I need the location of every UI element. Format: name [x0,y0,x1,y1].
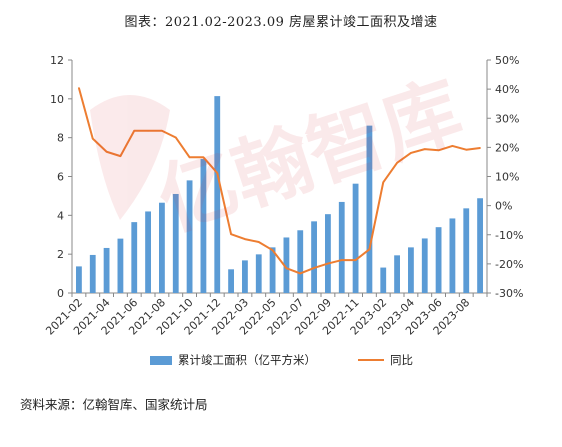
yoy-point [340,259,343,261]
bar [242,260,248,293]
right-tick-label: 0% [495,200,512,213]
yoy-point [161,129,163,132]
yoy-point [119,155,122,157]
bar [103,247,110,293]
bar [131,222,138,293]
bar [297,230,304,293]
bar [172,193,179,293]
bar [366,125,373,294]
right-tick-label: -10% [495,229,523,242]
chart-title: 图表：2021.02-2023.09 房屋累计竣工面积及增速 [124,15,438,30]
yoy-point [257,241,260,243]
bar [269,247,276,293]
yoy-point [285,267,288,270]
yoy-point [244,238,246,240]
yoy-point [105,150,108,153]
bar [463,208,470,293]
legend-swatch-line [358,359,384,361]
yoy-point [479,147,481,149]
right-tick-label: 40% [495,83,519,96]
legend-label-line: 同比 [390,353,413,367]
left-tick-label: 2 [57,248,64,261]
yoy-line [77,87,481,275]
yoy-point [174,136,177,139]
bar [228,269,234,293]
yoy-point [327,262,329,265]
bar [159,202,165,293]
yoy-point [423,148,426,150]
yoy-point [133,129,136,132]
legend-swatch-bar [150,355,172,365]
bar [76,266,82,293]
legend-item-line: 同比 [358,352,413,368]
bar [255,254,262,293]
bar [186,180,193,293]
yoy-point [230,233,232,235]
left-tick-label: 6 [57,171,64,184]
yoy-point [271,249,274,251]
bar [421,238,428,293]
source-note: 资料来源：亿翰智库、国家统计局 [20,397,208,412]
yoy-point [78,87,80,89]
right-tick-label: 20% [495,141,519,154]
yoy-point [188,156,191,159]
yoy-point [451,145,454,147]
bar [214,96,221,294]
legend-item-bar: 累计竣工面积（亿平方米） [150,352,316,368]
bar [394,255,400,293]
yoy-point [91,137,94,140]
bar [89,254,96,293]
yoy-point [147,129,149,132]
yoy-point [202,156,205,159]
right-tick-label: 30% [495,112,519,125]
right-tick-label: -30% [495,287,523,300]
bar [283,237,290,293]
yoy-point [299,272,302,275]
bar [352,183,359,293]
yoy-point [216,172,219,174]
bar [449,218,456,293]
bar [380,267,387,293]
right-tick-label: -20% [495,258,523,271]
bar [477,198,483,293]
yoy-point [368,248,371,251]
left-tick-label: 10 [50,93,64,106]
bar [338,201,345,293]
bar [117,238,124,293]
yoy-point [437,149,440,152]
bar [325,214,331,293]
yoy-point [382,181,385,184]
bar [408,247,414,293]
yoy-point [313,267,315,269]
chart-legend: 累计竣工面积（亿平方米） 同比 [150,352,455,368]
yoy-point [465,148,468,151]
bar [311,221,317,293]
right-tick-label: 10% [495,171,519,184]
left-tick-label: 12 [50,54,64,67]
yoy-point [354,259,357,261]
left-tick-label: 0 [57,287,64,300]
legend-label-bar: 累计竣工面积（亿平方米） [178,353,316,367]
bar [435,227,442,293]
bar [200,159,207,293]
right-tick-label: 50% [495,54,519,67]
left-tick-label: 4 [57,209,64,222]
bar [145,211,151,293]
yoy-point [396,162,398,164]
left-tick-label: 8 [57,132,64,145]
yoy-point [410,152,412,154]
